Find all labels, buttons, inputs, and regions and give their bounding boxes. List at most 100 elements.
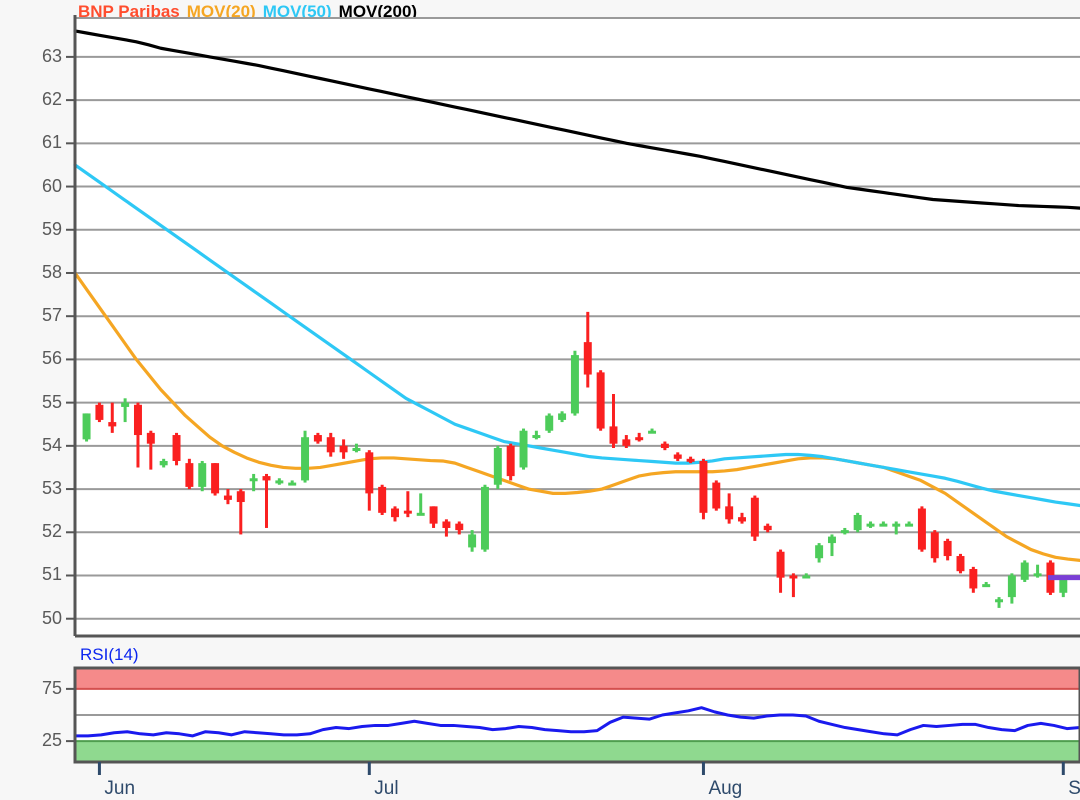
- price-axis-tick-label: 56: [41, 348, 62, 369]
- price-axis-tick-label: 63: [41, 45, 62, 66]
- rsi-axis-tick-label: 75: [41, 677, 62, 698]
- candle-body[interactable]: [313, 435, 322, 442]
- candle-body[interactable]: [1059, 577, 1068, 593]
- candle-body[interactable]: [570, 355, 579, 414]
- candle-body[interactable]: [596, 372, 605, 429]
- main-plot-background: [75, 18, 1080, 636]
- candle-body[interactable]: [776, 551, 785, 578]
- candle-body[interactable]: [879, 523, 888, 527]
- candle-body[interactable]: [660, 443, 669, 449]
- price-axis-tick-label: 53: [41, 478, 62, 499]
- candle-body[interactable]: [146, 432, 155, 444]
- candle-body[interactable]: [969, 569, 978, 589]
- candle-body[interactable]: [763, 525, 772, 531]
- candle-body[interactable]: [121, 402, 130, 407]
- candle-body[interactable]: [339, 445, 348, 453]
- candle-body[interactable]: [609, 426, 618, 444]
- candle-body[interactable]: [982, 584, 991, 588]
- candle-body[interactable]: [866, 523, 875, 527]
- price-axis-tick-label: 54: [41, 434, 62, 455]
- legend-mov50: MOV(50): [262, 2, 332, 21]
- candle-body[interactable]: [493, 448, 502, 485]
- candle-body[interactable]: [943, 540, 952, 557]
- candle-body[interactable]: [506, 445, 515, 477]
- date-axis-tick-label: Jul: [374, 778, 399, 799]
- candle-body[interactable]: [378, 486, 387, 513]
- candle-body[interactable]: [95, 404, 104, 420]
- candle-body[interactable]: [236, 491, 245, 503]
- candle-body[interactable]: [1020, 562, 1029, 580]
- candle-body[interactable]: [712, 482, 721, 509]
- candle-body[interactable]: [815, 545, 824, 559]
- candle-body[interactable]: [403, 510, 412, 514]
- candle-body[interactable]: [416, 512, 425, 516]
- candle-body[interactable]: [648, 430, 657, 434]
- date-axis-tick-label: Jun: [104, 778, 136, 799]
- candle-body[interactable]: [930, 532, 939, 559]
- candle-body[interactable]: [892, 523, 901, 527]
- candle-body[interactable]: [545, 415, 554, 431]
- candle-body[interactable]: [301, 437, 310, 481]
- price-axis-tick-label: 52: [41, 521, 62, 542]
- ma-line-mov20: [73, 271, 1080, 562]
- candle-body[interactable]: [352, 448, 361, 452]
- candle-body[interactable]: [622, 439, 631, 446]
- rsi-overbought-zone: [75, 668, 1080, 689]
- candle-body[interactable]: [326, 437, 335, 453]
- candle-body[interactable]: [288, 482, 297, 486]
- candle-body[interactable]: [802, 575, 811, 579]
- candle-body[interactable]: [108, 422, 117, 427]
- candlestick-series[interactable]: [82, 311, 1068, 608]
- candle-body[interactable]: [480, 486, 489, 550]
- candle-body[interactable]: [635, 437, 644, 441]
- candle-body[interactable]: [827, 536, 836, 544]
- candle-body[interactable]: [275, 480, 284, 484]
- candle-body[interactable]: [365, 452, 374, 494]
- legend-symbol: BNP Paribas: [78, 2, 180, 21]
- candle-body[interactable]: [995, 599, 1004, 603]
- candle-body[interactable]: [82, 413, 91, 440]
- candle-body[interactable]: [455, 523, 464, 531]
- ma-line-mov50: [73, 163, 1080, 508]
- rsi-oversold-zone: [75, 741, 1080, 762]
- candle-body[interactable]: [699, 460, 708, 513]
- candle-body[interactable]: [172, 435, 181, 461]
- candle-body[interactable]: [1033, 573, 1042, 577]
- candle-body[interactable]: [211, 463, 220, 494]
- candle-body[interactable]: [391, 508, 399, 518]
- candle-body[interactable]: [840, 530, 849, 534]
- candle-body[interactable]: [429, 506, 438, 524]
- candle-body[interactable]: [750, 497, 759, 537]
- candle-body[interactable]: [532, 435, 541, 439]
- rsi-line: [75, 706, 1080, 738]
- candle-body[interactable]: [789, 575, 798, 579]
- candle-body[interactable]: [956, 556, 965, 572]
- ma-line-mov200: [73, 29, 1080, 210]
- candle-body[interactable]: [1007, 575, 1016, 598]
- candle-body[interactable]: [198, 463, 207, 487]
- candle-body[interactable]: [853, 514, 862, 531]
- candle-body[interactable]: [159, 460, 168, 466]
- candle-body[interactable]: [133, 404, 142, 436]
- candle-body[interactable]: [185, 463, 194, 487]
- candle-body[interactable]: [558, 413, 567, 420]
- candle-body[interactable]: [686, 458, 695, 462]
- candle-body[interactable]: [442, 521, 451, 528]
- candle-body[interactable]: [583, 342, 592, 375]
- rsi-plot-frame: [73, 666, 1080, 764]
- candle-body[interactable]: [905, 523, 914, 527]
- price-axis-tick-label: 57: [41, 305, 62, 326]
- legend-mov200: MOV(200): [338, 2, 418, 21]
- candle-body[interactable]: [223, 495, 232, 500]
- candle-body[interactable]: [468, 534, 477, 548]
- candle-body[interactable]: [725, 506, 734, 520]
- candle-body[interactable]: [738, 517, 746, 522]
- candle-body[interactable]: [249, 478, 258, 482]
- candle-body[interactable]: [673, 454, 682, 459]
- candle-body[interactable]: [262, 476, 271, 481]
- candle-body[interactable]: [917, 508, 926, 550]
- candle-body[interactable]: [519, 430, 528, 468]
- chart-legend-title: BNP Paribas MOV(20) MOV(50) MOV(200): [78, 2, 424, 22]
